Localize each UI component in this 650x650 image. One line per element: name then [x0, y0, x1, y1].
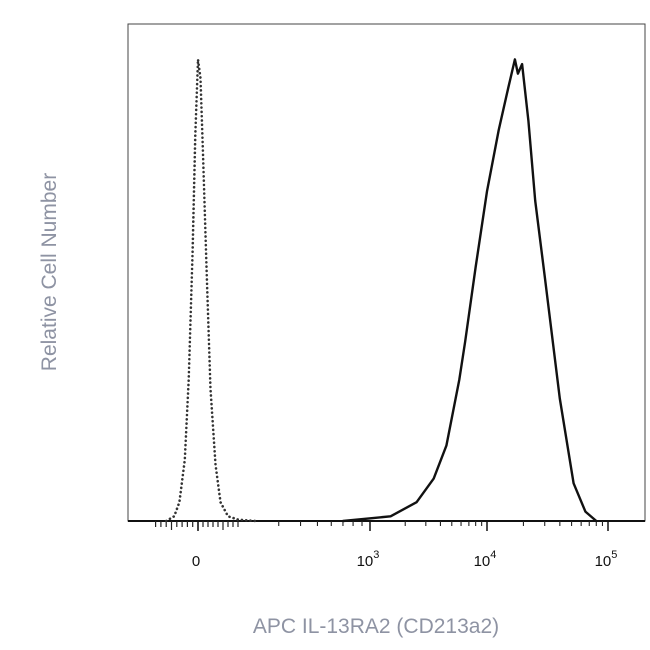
x-tick-label: 105 [595, 549, 618, 570]
control-histogram-line [164, 58, 257, 523]
y-axis-label: Relative Cell Number [38, 172, 61, 372]
x-tick-label: 0 [192, 553, 200, 570]
stained-histogram-line [341, 58, 598, 523]
x-axis-label: APC IL-13RA2 (CD213a2) [252, 615, 500, 638]
x-tick-label: 104 [474, 549, 497, 570]
x-tick-label: 103 [357, 549, 380, 570]
